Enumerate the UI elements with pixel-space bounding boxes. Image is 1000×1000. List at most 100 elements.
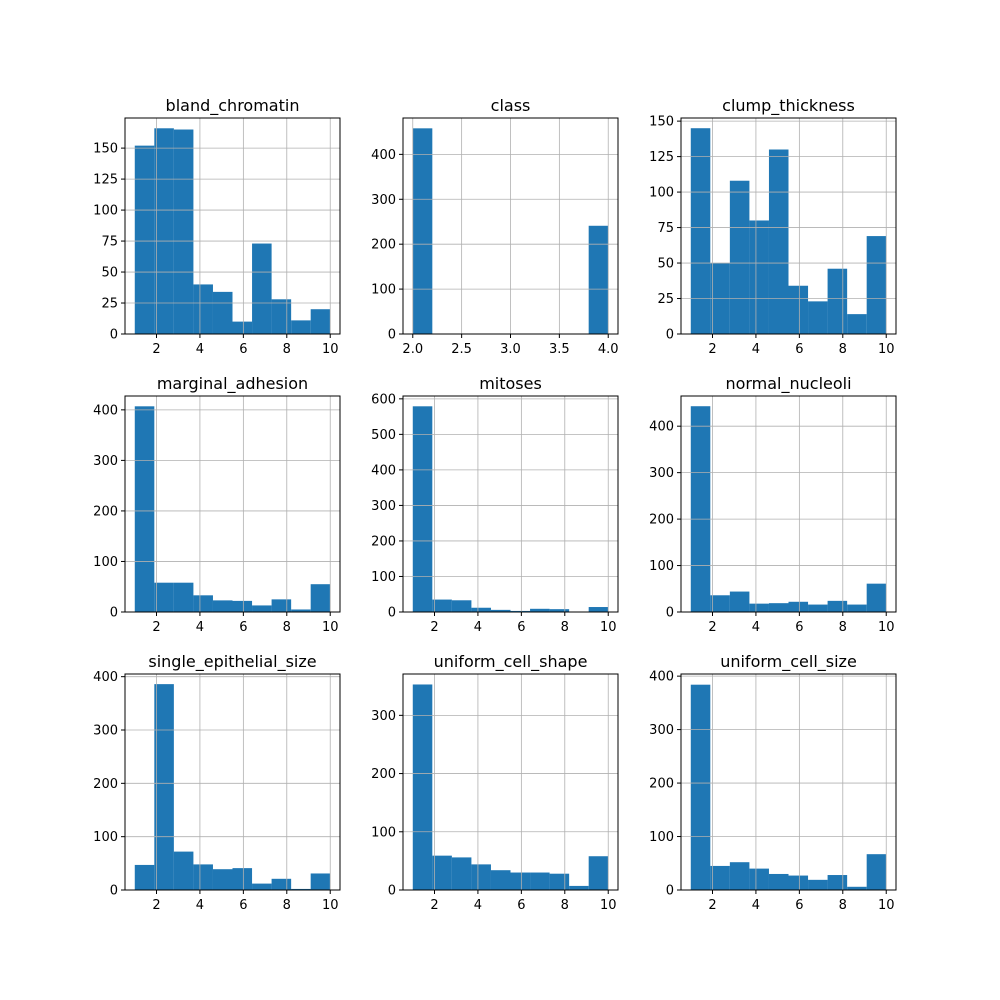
single_epithelial_size-x-tick-label-1: 4	[196, 898, 204, 913]
marginal_adhesion-x-tick-label-2: 6	[239, 620, 247, 635]
clump_thickness-bar-8	[827, 268, 848, 334]
uniform_cell_size-y-tick-label-0: 0	[666, 884, 674, 899]
bland_chromatin-bar-6	[232, 321, 253, 334]
single_epithelial_size-bar-10	[310, 873, 331, 890]
marginal_adhesion-y-tick-label-0: 0	[110, 606, 118, 621]
mitoses-bar-6	[510, 610, 531, 612]
mitoses-y-tick-label-6: 600	[371, 392, 396, 407]
clump_thickness-bar-10	[866, 236, 887, 334]
marginal_adhesion-bar-3	[173, 582, 194, 612]
uniform_cell_shape-title: uniform_cell_shape	[434, 652, 588, 672]
normal_nucleoli-bar-6	[788, 601, 809, 612]
class-x-tick-label-1: 2.5	[451, 342, 472, 357]
single_epithelial_size-bar-8	[271, 878, 292, 890]
bland_chromatin-x-tick-label-3: 8	[283, 342, 291, 357]
uniform_cell_size-bar-7	[808, 879, 828, 890]
class-x-tick-label-4: 4.0	[598, 342, 619, 357]
bland_chromatin-y-tick-label-3: 75	[101, 235, 118, 250]
mitoses-x-tick-label-3: 8	[561, 620, 569, 635]
mitoses-bar-4	[471, 607, 491, 612]
single_epithelial_size-x-tick-label-0: 2	[152, 898, 160, 913]
mitoses-bar-2	[432, 599, 452, 612]
marginal_adhesion-y-tick-label-4: 400	[93, 403, 118, 418]
marginal_adhesion-y-tick-label-3: 300	[93, 454, 118, 469]
bland_chromatin-y-tick-label-5: 125	[93, 173, 118, 188]
normal_nucleoli-bar-3	[729, 591, 750, 612]
uniform_cell_size-y-tick-label-4: 400	[649, 670, 674, 685]
uniform_cell_shape-x-tick-label-1: 4	[474, 898, 482, 913]
uniform_cell_size-bar-6	[788, 875, 809, 890]
uniform_cell_size-bar-8	[827, 875, 848, 890]
clump_thickness-x-tick-label-0: 2	[708, 342, 716, 357]
uniform_cell_shape-axes-frame	[402, 673, 619, 891]
uniform_cell_size-y-tick-label-1: 100	[649, 830, 674, 845]
marginal_adhesion-bar-6	[232, 600, 253, 612]
mitoses-x-tick-label-4: 10	[600, 620, 617, 635]
marginal_adhesion-axes-frame	[124, 395, 341, 613]
uniform_cell_shape-y-tick-label-3: 300	[371, 709, 396, 724]
mitoses-y-tick-label-3: 300	[371, 499, 396, 514]
bland_chromatin-bar-4	[193, 284, 213, 334]
class-bar-1	[412, 128, 433, 334]
bland_chromatin-bar-2	[154, 128, 174, 334]
uniform_cell_shape-bar-5	[490, 870, 511, 890]
single_epithelial_size-x-tick-label-4: 10	[322, 898, 339, 913]
marginal_adhesion-bar-2	[154, 582, 174, 612]
uniform_cell_shape-y-tick-label-2: 200	[371, 767, 396, 782]
uniform_cell_size-x-tick-label-1: 4	[752, 898, 760, 913]
bland_chromatin-axes-frame	[124, 117, 341, 335]
normal_nucleoli-bar-5	[768, 603, 789, 612]
mitoses-axes-frame	[402, 395, 619, 613]
bland_chromatin-bar-9	[291, 320, 311, 334]
class-title: class	[491, 96, 531, 115]
subplot-class: 2.0 2.5 3.0 3.5 4.0 0 100 200 300 400 class	[371, 96, 618, 357]
uniform_cell_size-bar-9	[847, 886, 867, 890]
clump_thickness-y-tick-label-4: 100	[649, 186, 674, 201]
bland_chromatin-y-tick-label-2: 50	[101, 266, 118, 281]
uniform_cell_size-x-tick-label-2: 6	[795, 898, 803, 913]
mitoses-title: mitoses	[479, 374, 542, 393]
normal_nucleoli-y-tick-label-3: 300	[649, 466, 674, 481]
single_epithelial_size-bar-7	[252, 883, 272, 890]
single_epithelial_size-bar-6	[232, 868, 253, 890]
normal_nucleoli-x-tick-label-2: 6	[795, 620, 803, 635]
marginal_adhesion-bar-4	[193, 595, 213, 612]
uniform_cell_shape-bar-10	[588, 856, 609, 890]
marginal_adhesion-y-tick-label-2: 200	[93, 504, 118, 519]
normal_nucleoli-bar-9	[847, 604, 867, 612]
class-y-tick-label-3: 300	[371, 193, 396, 208]
mitoses-x-tick-label-2: 6	[517, 620, 525, 635]
normal_nucleoli-bar-2	[710, 595, 730, 612]
marginal_adhesion-bar-8	[271, 599, 292, 612]
single_epithelial_size-bar-1	[134, 864, 155, 890]
class-x-tick-label-3: 3.5	[549, 342, 570, 357]
mitoses-bar-3	[451, 600, 472, 612]
bland_chromatin-y-tick-label-4: 100	[93, 204, 118, 219]
uniform_cell_size-x-tick-label-0: 2	[708, 898, 716, 913]
uniform_cell_shape-bar-3	[451, 857, 472, 890]
marginal_adhesion-bar-7	[252, 605, 272, 612]
uniform_cell_size-bar-4	[749, 868, 769, 890]
normal_nucleoli-y-tick-label-1: 100	[649, 559, 674, 574]
clump_thickness-bar-7	[808, 301, 828, 334]
bland_chromatin-y-tick-label-6: 150	[93, 142, 118, 157]
clump_thickness-bar-1	[690, 128, 711, 334]
mitoses-y-tick-label-5: 500	[371, 428, 396, 443]
mitoses-bar-8	[549, 609, 570, 612]
uniform_cell_shape-bar-8	[549, 873, 570, 890]
class-y-tick-label-1: 100	[371, 283, 396, 298]
marginal_adhesion-title: marginal_adhesion	[157, 374, 308, 394]
single_epithelial_size-y-tick-label-3: 300	[93, 724, 118, 739]
uniform_cell_size-y-tick-label-2: 200	[649, 777, 674, 792]
bland_chromatin-y-tick-label-0: 0	[110, 328, 118, 343]
class-y-tick-label-2: 200	[371, 238, 396, 253]
single_epithelial_size-x-tick-label-3: 8	[283, 898, 291, 913]
uniform_cell_size-y-tick-label-3: 300	[649, 723, 674, 738]
uniform_cell_size-title: uniform_cell_size	[720, 652, 857, 672]
